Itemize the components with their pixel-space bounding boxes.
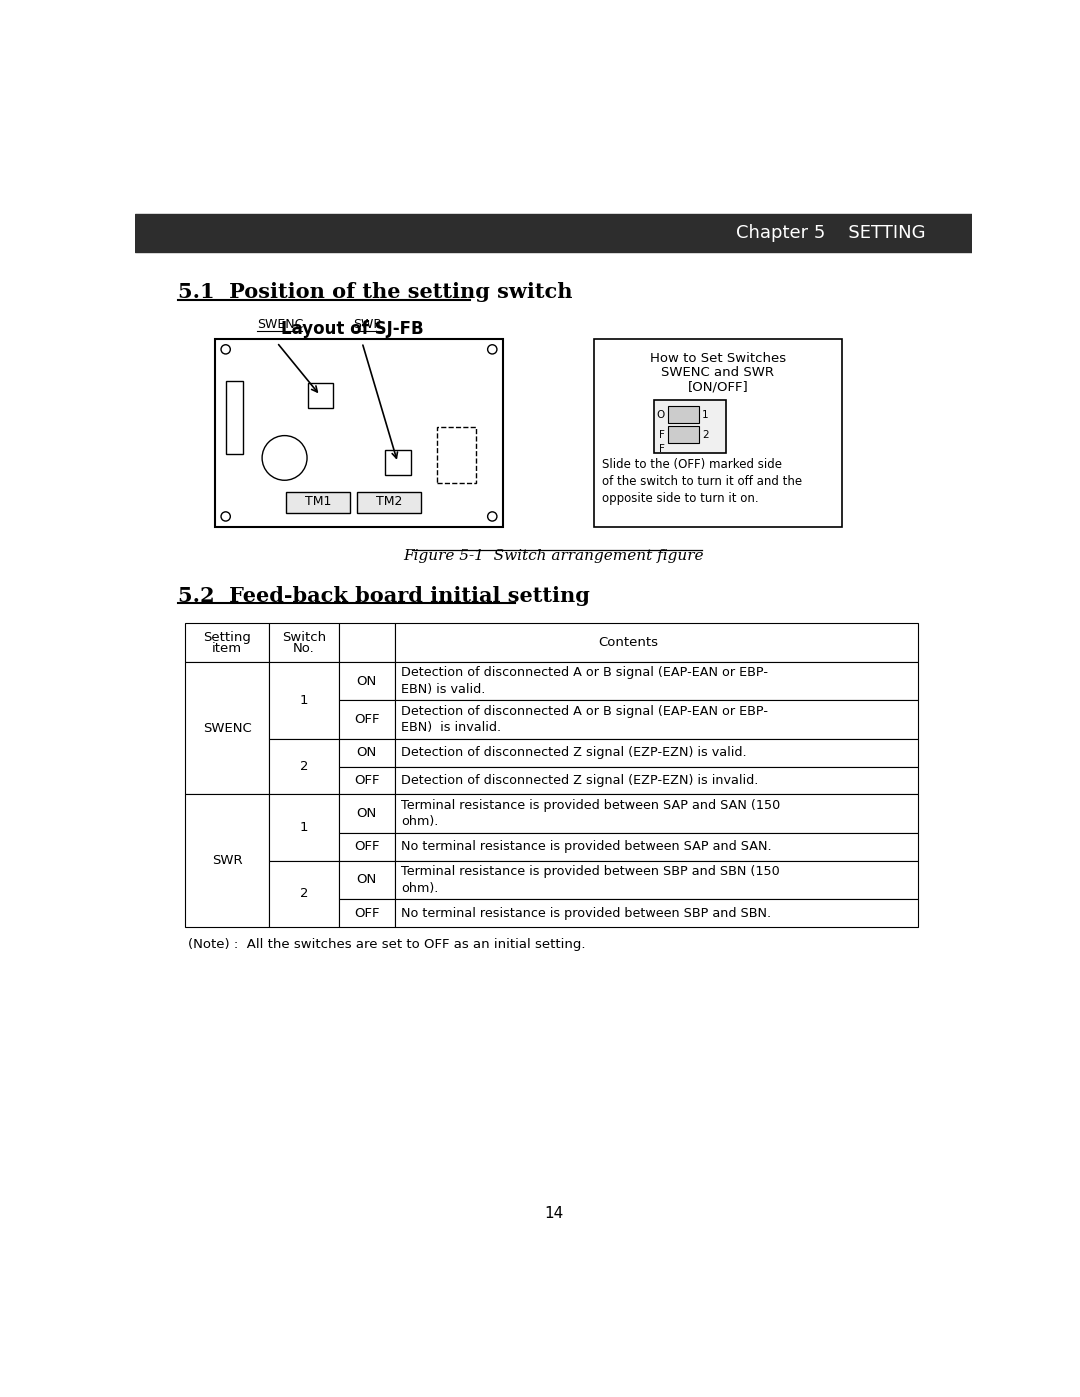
Bar [594, 338, 841, 527]
Bar [308, 383, 334, 408]
Text: Slide to the (OFF) marked side
of the switch to turn it off and the
opposite sid: Slide to the (OFF) marked side of the sw… [602, 458, 801, 504]
Bar [286, 492, 350, 513]
Bar [269, 662, 339, 739]
Bar [339, 739, 394, 767]
Text: Terminal resistance is provided between SBP and SBN (150
ohm).: Terminal resistance is provided between … [401, 865, 780, 894]
Bar [339, 700, 394, 739]
Text: 14: 14 [544, 1206, 563, 1221]
Text: 5.2  Feed-back board initial setting: 5.2 Feed-back board initial setting [177, 585, 590, 606]
Text: Detection of disconnected Z signal (EZP-EZN) is valid.: Detection of disconnected Z signal (EZP-… [401, 746, 746, 760]
Bar [226, 381, 243, 454]
Bar [394, 739, 918, 767]
Bar [339, 795, 394, 833]
Bar [339, 861, 394, 900]
Bar [269, 739, 339, 795]
Text: OFF: OFF [354, 774, 379, 787]
Bar [437, 427, 476, 482]
Bar [394, 861, 918, 900]
Bar [339, 662, 394, 700]
Bar [269, 795, 339, 861]
Bar [135, 214, 972, 253]
Bar [394, 700, 918, 739]
Text: ON: ON [356, 807, 377, 820]
Bar [186, 662, 269, 795]
Bar [339, 833, 394, 861]
Text: No.: No. [293, 641, 315, 655]
Text: Chapter 5    SETTING: Chapter 5 SETTING [735, 224, 926, 242]
Text: Detection of disconnected A or B signal (EAP-EAN or EBP-
EBN) is valid.: Detection of disconnected A or B signal … [401, 666, 768, 696]
Text: O: O [657, 409, 665, 420]
Bar [394, 900, 918, 926]
Text: SWR: SWR [353, 319, 382, 331]
Bar [269, 623, 339, 662]
Text: Switch: Switch [282, 631, 326, 644]
Text: (Note) :  All the switches are set to OFF as an initial setting.: (Note) : All the switches are set to OFF… [188, 937, 585, 950]
Bar [186, 795, 269, 926]
Text: ON: ON [356, 746, 377, 760]
Text: No terminal resistance is provided between SAP and SAN.: No terminal resistance is provided betwe… [401, 840, 771, 854]
Bar [394, 623, 918, 662]
Bar [269, 861, 339, 926]
Bar [654, 400, 726, 453]
Bar [186, 623, 269, 662]
Text: 2: 2 [300, 760, 308, 773]
Text: F: F [659, 444, 665, 454]
Bar [394, 662, 918, 700]
Text: ON: ON [356, 873, 377, 886]
Text: 1: 1 [300, 694, 308, 707]
Text: No terminal resistance is provided between SBP and SBN.: No terminal resistance is provided betwe… [401, 907, 771, 919]
Text: Layout of SJ-FB: Layout of SJ-FB [281, 320, 423, 338]
Text: OFF: OFF [354, 907, 379, 919]
Bar [394, 767, 918, 795]
Text: 5.1  Position of the setting switch: 5.1 Position of the setting switch [177, 282, 572, 302]
Bar [386, 450, 410, 475]
Text: item: item [212, 641, 242, 655]
Text: Contents: Contents [598, 636, 659, 650]
Text: SWENC: SWENC [257, 319, 303, 331]
Text: OFF: OFF [354, 840, 379, 854]
Text: 1: 1 [702, 409, 708, 420]
Bar [394, 795, 918, 833]
Text: TM1: TM1 [305, 496, 332, 509]
Bar [339, 623, 394, 662]
Text: F: F [659, 430, 665, 440]
Text: How to Set Switches: How to Set Switches [650, 352, 786, 366]
Text: 1: 1 [300, 821, 308, 834]
Text: Figure 5-1  Switch arrangement figure: Figure 5-1 Switch arrangement figure [403, 549, 704, 563]
Text: Terminal resistance is provided between SAP and SAN (150
ohm).: Terminal resistance is provided between … [401, 799, 780, 828]
Text: [ON/OFF]: [ON/OFF] [688, 380, 748, 393]
Text: SWR: SWR [212, 854, 243, 868]
Text: Detection of disconnected A or B signal (EAP-EAN or EBP-
EBN)  is invalid.: Detection of disconnected A or B signal … [401, 705, 768, 735]
Bar [215, 338, 503, 527]
Bar [339, 767, 394, 795]
Text: Detection of disconnected Z signal (EZP-EZN) is invalid.: Detection of disconnected Z signal (EZP-… [401, 774, 758, 787]
Text: OFF: OFF [354, 714, 379, 726]
Text: ON: ON [356, 675, 377, 687]
Text: TM2: TM2 [376, 496, 403, 509]
Bar [669, 407, 699, 423]
Bar [669, 426, 699, 443]
Bar [339, 900, 394, 926]
Bar [394, 833, 918, 861]
Bar [357, 492, 421, 513]
Text: Setting: Setting [203, 631, 252, 644]
Text: 2: 2 [702, 430, 708, 440]
Text: 2: 2 [300, 887, 308, 900]
Text: SWENC and SWR: SWENC and SWR [661, 366, 774, 380]
Text: SWENC: SWENC [203, 722, 252, 735]
